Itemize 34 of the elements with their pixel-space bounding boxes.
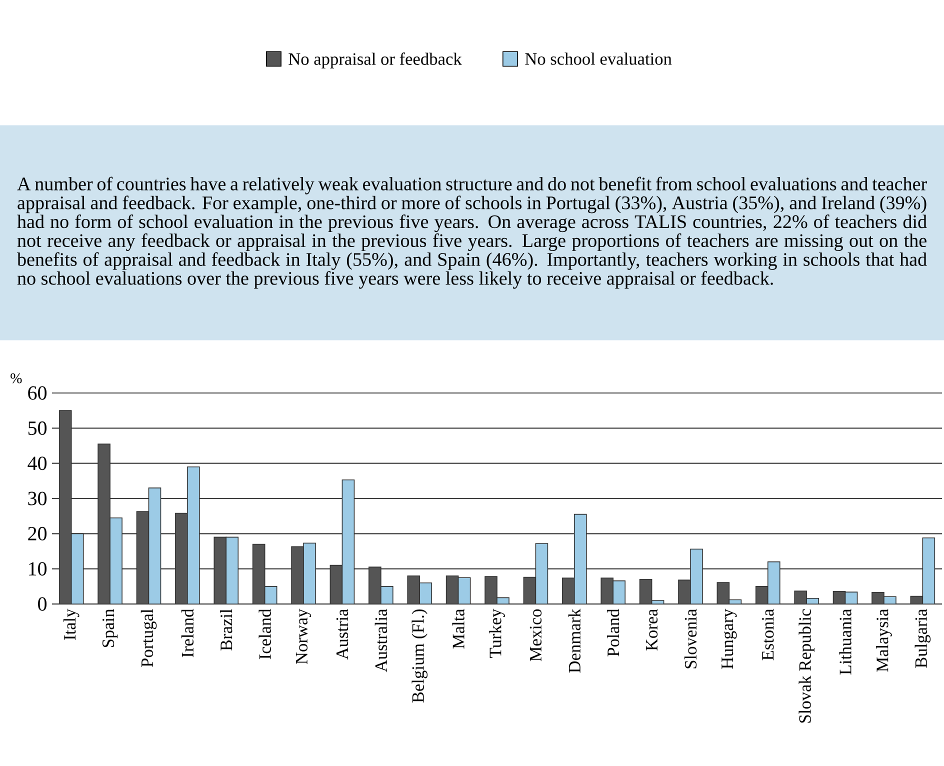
legend-label: No appraisal or feedback: [288, 52, 462, 68]
x-tick-label: Hungary: [722, 608, 737, 669]
x-tick-label: Brazil: [220, 609, 232, 651]
y-tick-label: 40: [28, 456, 47, 470]
x-tick-label: Belgium (Fl.): [412, 609, 428, 703]
x-tick-label: Australia: [374, 608, 388, 672]
x-tick-label: Austria: [336, 608, 348, 660]
x-tick-label: Poland: [607, 608, 620, 656]
y-tick-label: 20: [28, 526, 47, 540]
x-tick-label: Bulgaria: [914, 608, 931, 668]
legend-label: No school evaluation: [525, 52, 672, 65]
x-tick-label: Italy: [63, 608, 80, 640]
y-tick-label: 0: [38, 597, 47, 611]
y-tick-label: 50: [28, 421, 47, 435]
x-tick-label: Slovenia: [684, 608, 697, 668]
y-axis-title: %: [10, 373, 22, 384]
x-tick-label: Portugal: [140, 609, 157, 667]
y-tick-label: 60: [28, 386, 47, 400]
x-tick-label: Korea: [646, 608, 658, 651]
x-tick-label: Norway: [296, 608, 312, 664]
x-tick-label: Ireland: [181, 608, 194, 658]
x-tick-label: Malaysia: [876, 608, 892, 672]
x-tick-label: Estonia: [762, 608, 774, 660]
x-tick-label: Malta: [452, 608, 464, 649]
x-tick-label: Turkey: [489, 608, 505, 658]
x-tick-label: Denmark: [568, 608, 580, 673]
x-tick-label: Mexico: [530, 609, 542, 662]
x-tick-label: Spain: [102, 608, 118, 648]
text: A number of countries have a relatively weak evaluation structure and do not benefit from school evaluations and teacher appraisal and feedback. For example, one-third or more of schools in Portugal (33%), Austria (35%), and Ireland (39%) had no form of school evaluation in the previous five years. On average across TALIS countries, 22% of teachers did not receive any feedback or appraisal in the previous five years. Large proportions of teachers are missing out on the benefits of appraisal and feedback in Italy (55%), and Spain (46%). Importantly, teachers working in schools that had no school evaluations over the previous five years were less likely to receive appraisal or feedback.: [17, 176, 927, 289]
x-tick-label: Lithuania: [839, 608, 852, 675]
y-tick-label: 30: [28, 492, 47, 506]
y-tick-label: 10: [29, 562, 47, 576]
x-tick-label: Iceland: [258, 608, 271, 660]
x-tick-label: Slovak Republic: [798, 609, 814, 723]
